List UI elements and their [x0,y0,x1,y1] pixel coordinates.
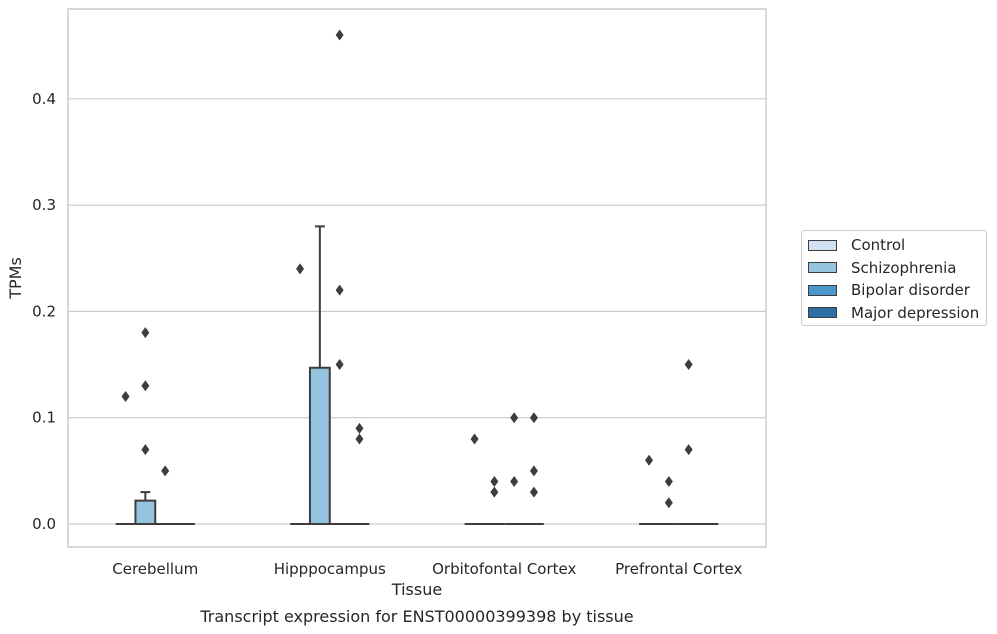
box-1-0 [134,327,157,526]
box-1-2 [484,475,505,525]
y-tick-labels: 0.0 0.1 0.2 0.3 0.4 [32,90,56,533]
outlier-point [684,444,693,456]
legend-swatch [808,239,837,251]
grid-layer [68,98,766,525]
chart-title: Transcript expression for ENST0000039939… [199,607,633,626]
box-3-2 [524,412,544,525]
outlier-point [490,475,499,487]
outlier-point [664,497,673,509]
box-0-0 [115,390,136,525]
outlier-point [490,486,499,498]
box-3-1 [349,422,370,525]
outlier-point [141,444,150,456]
outlier-point [684,359,693,371]
box-body [134,499,157,526]
box-layer [115,29,719,526]
box-2-0 [155,465,176,525]
box-body [308,366,331,526]
outlier-point [355,433,364,445]
x-tick-label: Cerebellum [112,560,198,578]
legend-item: Bipolar disorder [808,280,970,300]
outlier-point [529,412,538,424]
outlier-point [510,412,519,424]
legend-swatch [808,284,837,296]
outlier-point [296,263,305,275]
outlier-point [141,327,150,339]
x-tick-label: Prefrontal Cortex [615,560,742,578]
outlier-point [510,475,519,487]
box-2-3 [678,359,699,525]
legend-label: Schizophrenia [851,258,957,277]
box-0-2 [464,433,485,525]
x-tick-label: Orbitofontal Cortex [432,560,576,578]
legend-swatch [808,262,837,273]
outlier-point [470,433,479,445]
y-tick-label: 0.4 [32,90,56,108]
box-2-2 [504,412,525,525]
outlier-point [664,475,673,487]
legend-label: Bipolar disorder [851,281,970,299]
legend-item: Major depression [808,303,979,323]
box-0-3 [639,454,659,525]
y-axis-label: TPMs [6,257,25,300]
outlier-point [645,454,654,466]
x-tick-labels: Cerebellum Hipppocampus Orbitofontal Corte… [112,560,742,578]
legend-label: Major depression [851,303,980,322]
box-0-1 [290,263,310,525]
outlier-point [161,465,170,477]
outlier-point [335,284,344,296]
outlier-point [529,486,538,498]
outlier-point [355,422,364,434]
outlier-point [121,390,130,402]
legend-item: Control [808,235,905,255]
outlier-point [529,465,538,477]
y-tick-label: 0.1 [32,409,56,427]
x-axis-label: Tissue [391,580,442,599]
x-tick-label: Hipppocampus [274,560,386,578]
legend-swatch [808,307,837,318]
box-1-1 [308,225,331,526]
y-tick-label: 0.3 [32,196,56,214]
outlier-point [141,380,150,392]
box-2-1 [329,29,350,525]
box-1-3 [658,475,679,525]
legend-item: Schizophrenia [808,258,956,278]
legend: Control Schizophrenia Bipolar disorder Majo… [801,230,987,326]
outlier-point [335,359,344,371]
plot-frame [67,8,767,548]
y-tick-label: 0.0 [32,515,56,533]
legend-label: Control [851,236,906,254]
outlier-point [335,29,344,41]
y-tick-label: 0.2 [32,302,56,320]
